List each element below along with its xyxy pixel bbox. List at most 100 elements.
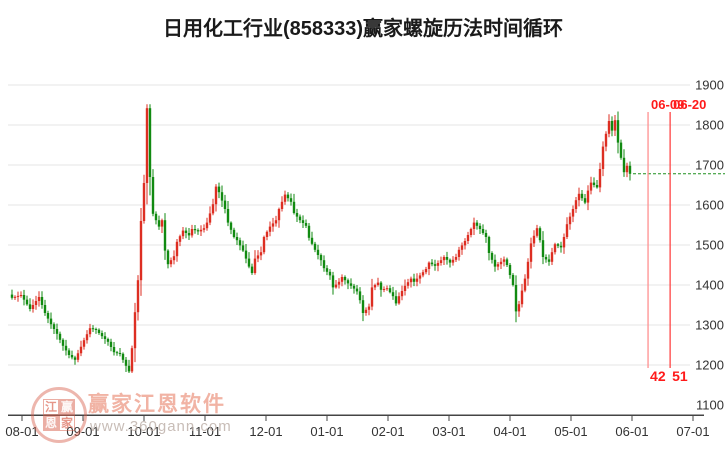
candle-up <box>142 174 146 224</box>
candle-down <box>313 241 317 253</box>
candle-down <box>352 283 356 294</box>
candle-up <box>364 307 368 316</box>
candle-up <box>601 141 605 177</box>
y-tick-label: 1400 <box>695 278 724 293</box>
candle-up <box>607 114 611 138</box>
candle-up <box>34 295 38 310</box>
candle-up <box>421 269 425 278</box>
candle-down <box>322 255 326 272</box>
candle-up <box>205 217 209 231</box>
cycle-count-label-2: 51 <box>672 368 688 384</box>
candle-up <box>253 250 257 275</box>
x-tick-label: 07-01 <box>676 424 709 439</box>
candle-up <box>13 295 17 301</box>
candle-down <box>94 327 98 334</box>
candle-down <box>46 310 50 324</box>
x-tick-label: 01-01 <box>310 424 343 439</box>
candle-down <box>250 263 254 275</box>
candle-up <box>604 131 608 152</box>
candle-down <box>49 312 53 329</box>
candle-up <box>529 237 533 269</box>
candle-down <box>616 111 620 154</box>
candle-down <box>619 139 623 160</box>
candle-down <box>229 221 233 235</box>
candle-down <box>28 298 32 312</box>
candle-up <box>283 190 287 205</box>
candle-down <box>124 356 128 372</box>
candle-down <box>91 325 95 332</box>
candle-down <box>64 339 68 356</box>
candle-down <box>493 254 497 272</box>
candle-up <box>418 272 422 284</box>
candle-up <box>415 273 419 287</box>
candle-up <box>463 238 467 250</box>
candle-down <box>328 269 332 280</box>
candle-down <box>508 262 512 279</box>
candle-up <box>577 187 581 207</box>
candle-up <box>472 217 476 236</box>
candle-down <box>448 258 452 268</box>
candle-down <box>196 228 200 235</box>
candle-up <box>502 256 506 267</box>
candle-up <box>214 184 218 212</box>
x-tick-label: 08-01 <box>5 424 38 439</box>
candle-up <box>178 234 182 247</box>
candle-up <box>16 291 20 302</box>
candle-down <box>487 235 491 261</box>
candle-down <box>223 194 227 214</box>
candle-down <box>97 328 101 335</box>
candle-down <box>115 350 119 356</box>
candle-up <box>532 230 536 247</box>
candle-down <box>349 278 353 289</box>
logo-char: 恩 <box>43 415 59 431</box>
candle-down <box>286 192 290 202</box>
candle-up <box>85 330 89 344</box>
candle-down <box>412 273 416 287</box>
candle-up <box>274 215 278 227</box>
candle-down <box>148 104 152 196</box>
candle-down <box>433 259 437 271</box>
candle-down <box>304 219 308 228</box>
candle-up <box>451 256 455 266</box>
candle-up <box>574 196 578 213</box>
x-tick-label: 11-01 <box>189 424 221 439</box>
candle-up <box>280 196 284 212</box>
logo-char: 赢 <box>59 399 75 415</box>
x-tick-label: 12-01 <box>249 424 282 439</box>
candlestick-series <box>10 104 632 373</box>
candle-up <box>271 217 275 232</box>
candle-down <box>43 299 47 316</box>
candle-down <box>580 190 584 201</box>
candle-up <box>550 247 554 266</box>
candle-up <box>256 250 260 263</box>
candle-down <box>22 289 26 306</box>
candle-up <box>409 276 413 288</box>
candle-down <box>220 185 224 208</box>
watermark-url-text: www.360gann.com <box>90 418 232 435</box>
candle-up <box>406 278 410 289</box>
y-tick-label: 1900 <box>695 78 724 93</box>
candle-up <box>208 206 212 226</box>
candle-down <box>475 220 479 230</box>
candle-down <box>478 223 482 235</box>
candle-up <box>589 176 593 195</box>
candle-up <box>496 261 500 271</box>
candle-down <box>430 259 434 267</box>
candle-up <box>520 283 524 308</box>
candle-down <box>346 278 350 290</box>
candle-up <box>385 285 389 291</box>
candle-up <box>565 217 569 240</box>
candle-down <box>358 287 362 304</box>
candle-up <box>181 227 185 240</box>
candle-up <box>535 224 539 238</box>
candle-down <box>109 338 113 352</box>
candle-down <box>361 295 365 322</box>
cycle-count-label-1: 42 <box>650 368 666 384</box>
candle-down <box>103 332 107 344</box>
candle-down <box>343 275 347 285</box>
candle-down <box>61 338 65 351</box>
candle-up <box>130 345 134 373</box>
candle-up <box>436 260 440 272</box>
candle-down <box>10 289 14 300</box>
